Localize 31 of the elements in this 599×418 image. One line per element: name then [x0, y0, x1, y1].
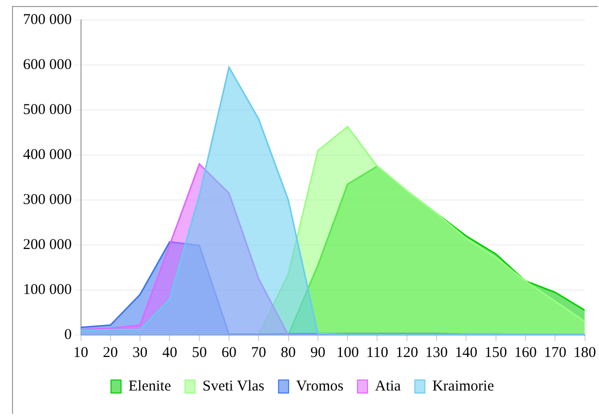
x-tick-label: 20 [102, 344, 118, 361]
y-tick-label: 300 000 [23, 192, 72, 208]
x-tick-label: 120 [396, 344, 418, 361]
y-tick-label: 0 [64, 326, 72, 343]
x-tick-label: 90 [310, 344, 326, 361]
y-tick-label: 700 000 [23, 12, 72, 28]
x-tick-label: 160 [514, 344, 537, 361]
x-tick-label: 40 [162, 344, 178, 361]
x-tick-label: 140 [454, 344, 478, 361]
legend-label: Sveti Vlas [202, 378, 264, 394]
x-tick-label: 180 [574, 344, 596, 361]
x-tick-label: 10 [73, 344, 88, 361]
x-tick-label: 110 [366, 344, 388, 361]
x-tick-label: 50 [192, 344, 207, 361]
legend-label: Vromos [296, 378, 344, 394]
legend-label: Atia [375, 378, 402, 394]
x-tick-label: 30 [132, 344, 148, 361]
y-tick-label: 100 000 [23, 282, 72, 298]
x-tick-label: 70 [251, 344, 266, 361]
x-tick-label: 80 [280, 344, 296, 361]
x-tick-label: 60 [221, 344, 236, 361]
x-tick-label: 130 [425, 344, 448, 361]
y-tick-label: 200 000 [23, 236, 72, 253]
x-tick-label: 170 [544, 344, 566, 361]
legend-label: Kraimorie [432, 378, 494, 394]
x-tick-label: 150 [484, 344, 508, 361]
x-tick-label: 100 [336, 344, 359, 361]
y-tick-label: 600 000 [23, 56, 72, 73]
y-tick-label: 500 000 [23, 102, 72, 118]
y-tick-label: 400 000 [23, 146, 72, 163]
legend-label: Elenite [128, 378, 172, 394]
